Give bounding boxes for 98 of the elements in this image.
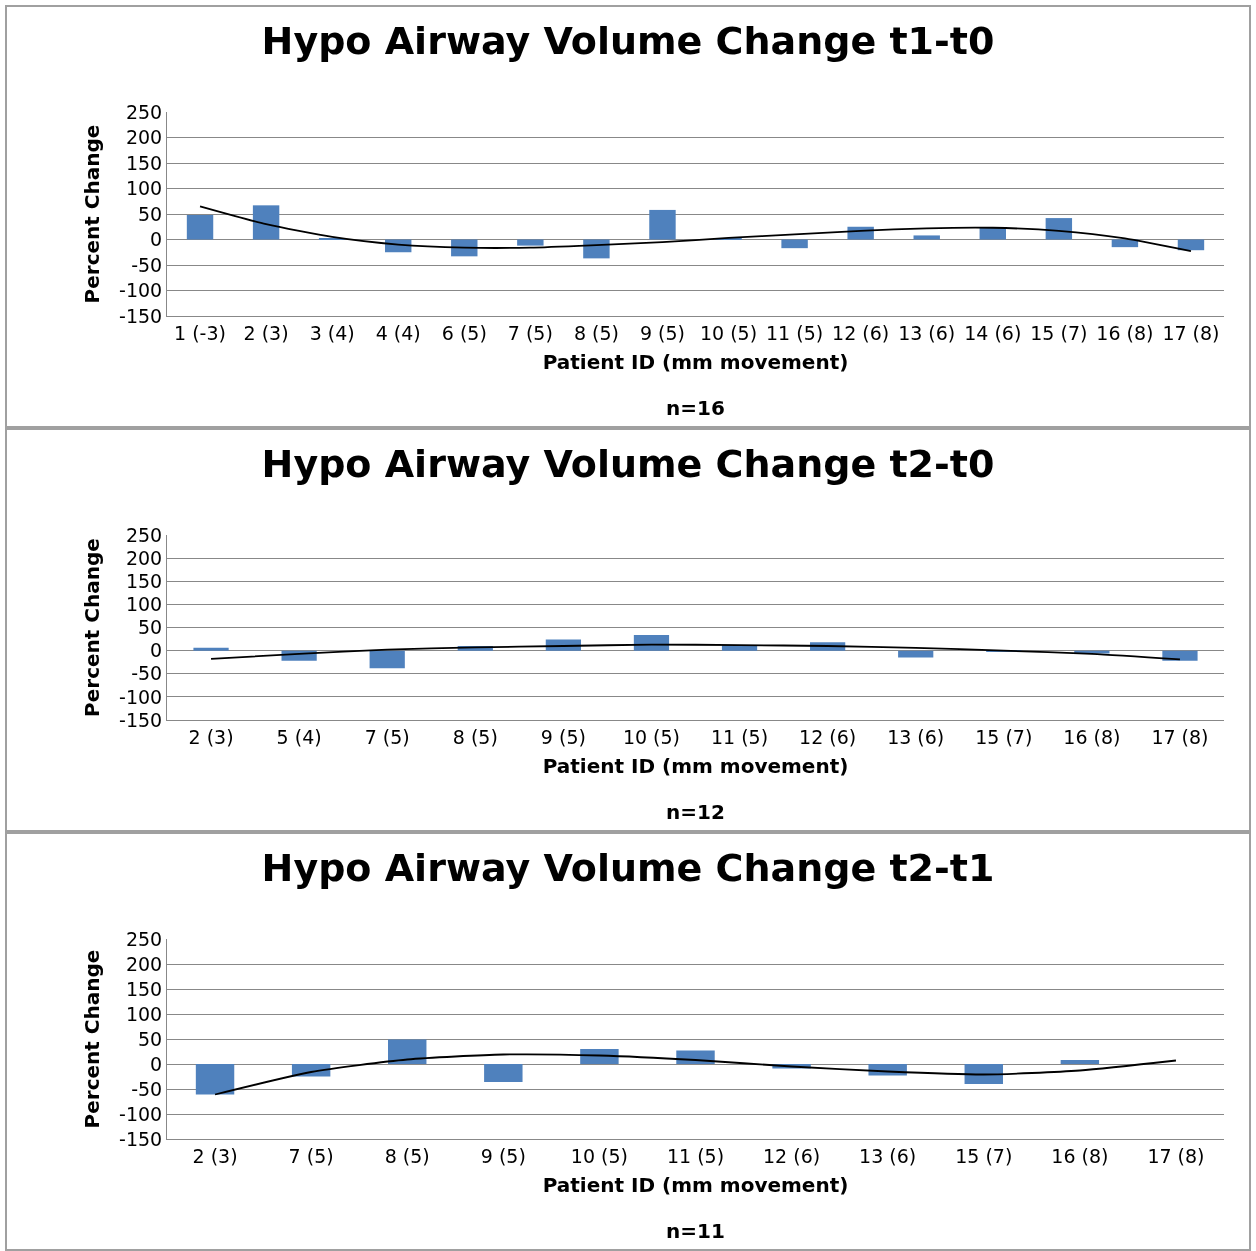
y-tick-label: 100 xyxy=(125,1002,163,1025)
x-tick-label: 8 (5) xyxy=(452,725,498,748)
x-tick-label: 3 (4) xyxy=(309,321,355,344)
x-tick-label: 11 (5) xyxy=(666,1144,725,1167)
x-tick-label: 2 (3) xyxy=(192,1144,238,1167)
x-tick-label: 7 (5) xyxy=(364,725,410,748)
x-tick-label: 16 (8) xyxy=(1096,321,1154,344)
y-tick-label: 100 xyxy=(125,593,163,616)
y-tick-label: 0 xyxy=(150,639,163,662)
y-tick-label: 0 xyxy=(150,228,163,251)
x-tick-label: 11 (5) xyxy=(710,725,769,748)
x-tick-label: 13 (6) xyxy=(898,321,956,344)
x-tick-label: 17 (8) xyxy=(1151,725,1209,748)
y-tick-label: 250 xyxy=(125,927,163,950)
bar xyxy=(484,1064,523,1082)
y-axis-title: Percent Change xyxy=(79,949,104,1129)
x-tick-label: 11 (5) xyxy=(766,321,824,344)
y-tick-label: -100 xyxy=(119,1102,163,1125)
x-tick-label: 14 (6) xyxy=(964,321,1022,344)
bar xyxy=(517,239,544,246)
x-tick-label: 15 (7) xyxy=(955,1144,1013,1167)
y-tick-label: 50 xyxy=(138,202,163,225)
line-series xyxy=(214,1053,1177,1096)
text: n=12 xyxy=(666,800,725,824)
x-tick-label: 9 (5) xyxy=(480,1144,526,1167)
x-tick-label: 2 (3) xyxy=(243,321,289,344)
y-axis-title: Percent Change xyxy=(79,124,104,304)
bar xyxy=(1060,1060,1100,1064)
x-tick-label: 9 (5) xyxy=(639,321,685,344)
bar xyxy=(252,205,280,240)
bar xyxy=(649,209,676,240)
x-axis-title: Patient ID (mm movement) xyxy=(542,350,849,375)
x-tick-label: 16 (8) xyxy=(1051,1144,1109,1167)
line-series xyxy=(199,205,1192,253)
x-tick-label: 13 (6) xyxy=(859,1144,917,1167)
y-tick-label: 150 xyxy=(125,569,163,592)
bar xyxy=(964,1064,1003,1084)
x-tick-label: 15 (7) xyxy=(975,725,1033,748)
y-tick-label: -150 xyxy=(119,708,163,731)
bar xyxy=(1045,218,1073,240)
x-tick-label: 5 (4) xyxy=(276,725,322,748)
x-axis-title: Patient ID (mm movement) xyxy=(542,1173,849,1198)
y-tick-label: -150 xyxy=(119,1127,163,1150)
chart-title: Hypo Airway Volume Change t2-t1 xyxy=(261,845,995,890)
x-tick-label: 13 (6) xyxy=(887,725,945,748)
line-series xyxy=(210,643,1181,661)
y-tick-label: -50 xyxy=(131,662,163,685)
x-tick-label: 15 (7) xyxy=(1030,321,1088,344)
y-tick-label: 50 xyxy=(138,616,163,639)
y-tick-label: 50 xyxy=(138,1027,163,1050)
x-tick-label: 8 (5) xyxy=(573,321,619,344)
y-tick-label: 0 xyxy=(150,1052,163,1075)
x-tick-label: 12 (6) xyxy=(832,321,890,344)
x-tick-label: 1 (-3) xyxy=(174,321,226,344)
text: n=16 xyxy=(666,396,725,420)
y-tick-label: 200 xyxy=(125,546,163,569)
x-tick-label: 12 (6) xyxy=(799,725,857,748)
bar xyxy=(193,647,229,651)
y-tick-label: 150 xyxy=(125,977,163,1000)
y-tick-label: 200 xyxy=(125,952,163,975)
y-tick-label: -50 xyxy=(131,253,163,276)
x-tick-label: 17 (8) xyxy=(1147,1144,1205,1167)
x-tick-label: 6 (5) xyxy=(441,321,487,344)
y-tick-label: 100 xyxy=(125,177,163,200)
bar xyxy=(195,1064,235,1095)
x-tick-label: 16 (8) xyxy=(1063,725,1121,748)
x-tick-label: 9 (5) xyxy=(540,725,586,748)
y-axis-title: Percent Change xyxy=(79,538,104,717)
bar xyxy=(913,235,940,240)
x-tick-label: 17 (8) xyxy=(1162,321,1220,344)
bar xyxy=(979,227,1006,240)
y-tick-label: 200 xyxy=(125,126,163,149)
y-tick-label: 250 xyxy=(125,523,163,546)
x-tick-label: 7 (5) xyxy=(507,321,553,344)
x-tick-label: 7 (5) xyxy=(288,1144,334,1167)
bar xyxy=(388,1039,427,1064)
x-tick-label: 8 (5) xyxy=(384,1144,430,1167)
bar xyxy=(1162,650,1198,661)
text: n=11 xyxy=(666,1219,725,1243)
x-tick-label: 12 (6) xyxy=(763,1144,821,1167)
y-tick-label: -50 xyxy=(131,1077,163,1100)
bar xyxy=(186,215,214,240)
x-tick-label: 10 (5) xyxy=(699,321,758,344)
y-tick-label: -100 xyxy=(119,685,163,708)
x-tick-label: 4 (4) xyxy=(375,321,421,344)
x-axis-title: Patient ID (mm movement) xyxy=(542,754,849,779)
y-tick-label: 250 xyxy=(125,100,163,123)
chart-title: Hypo Airway Volume Change t1-t0 xyxy=(261,18,995,63)
x-tick-label: 2 (3) xyxy=(188,725,234,748)
y-tick-label: -100 xyxy=(119,279,163,302)
y-tick-label: 150 xyxy=(125,151,163,174)
bar xyxy=(369,650,405,669)
chart-title: Hypo Airway Volume Change t2-t0 xyxy=(261,441,995,486)
bar xyxy=(781,239,808,249)
bar xyxy=(898,650,934,658)
x-tick-label: 10 (5) xyxy=(622,725,681,748)
y-tick-label: -150 xyxy=(119,304,163,327)
x-tick-label: 10 (5) xyxy=(570,1144,628,1167)
